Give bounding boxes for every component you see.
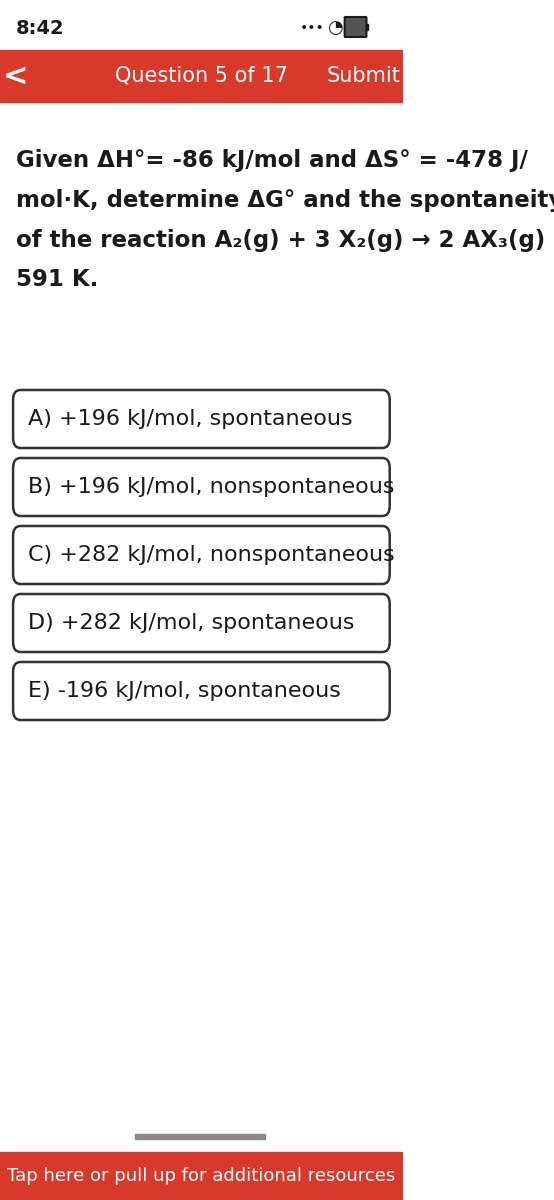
Text: B) +196 kJ/mol, nonspontaneous: B) +196 kJ/mol, nonspontaneous (28, 476, 394, 497)
Text: Question 5 of 17: Question 5 of 17 (115, 66, 288, 86)
Text: 591 K.: 591 K. (16, 269, 99, 292)
Bar (135, 1134, 265, 1139)
FancyBboxPatch shape (345, 17, 366, 37)
Text: Tap here or pull up for additional resources: Tap here or pull up for additional resou… (7, 1166, 396, 1186)
FancyBboxPatch shape (13, 526, 389, 584)
Text: A) +196 kJ/mol, spontaneous: A) +196 kJ/mol, spontaneous (28, 409, 352, 428)
Text: of the reaction A₂(g) + 3 X₂(g) → 2 AX₃(g) at: of the reaction A₂(g) + 3 X₂(g) → 2 AX₃(… (16, 228, 554, 252)
Text: •••: ••• (300, 20, 325, 35)
Text: ◔: ◔ (326, 19, 342, 37)
Text: D) +282 kJ/mol, spontaneous: D) +282 kJ/mol, spontaneous (28, 613, 354, 634)
Text: 8:42: 8:42 (16, 18, 64, 37)
FancyBboxPatch shape (13, 662, 389, 720)
Text: <: < (3, 61, 29, 90)
Text: Submit: Submit (327, 66, 401, 86)
Bar (0, 50, 403, 102)
Text: E) -196 kJ/mol, spontaneous: E) -196 kJ/mol, spontaneous (28, 680, 341, 701)
FancyBboxPatch shape (13, 594, 389, 652)
Bar (0, 1152, 403, 1200)
Bar (366, 24, 368, 30)
FancyBboxPatch shape (13, 458, 389, 516)
Bar (0, 0, 403, 50)
Text: C) +282 kJ/mol, nonspontaneous: C) +282 kJ/mol, nonspontaneous (28, 545, 394, 565)
Text: Given ΔH°= -86 kJ/mol and ΔS° = -478 J/: Given ΔH°= -86 kJ/mol and ΔS° = -478 J/ (16, 149, 528, 172)
FancyBboxPatch shape (13, 390, 389, 448)
Text: mol·K, determine ΔG° and the spontaneity: mol·K, determine ΔG° and the spontaneity (16, 188, 554, 211)
